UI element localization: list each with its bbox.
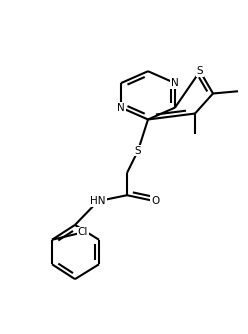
Text: S: S [197, 66, 203, 76]
Text: HN: HN [90, 196, 106, 206]
Text: O: O [151, 196, 159, 206]
Text: N: N [171, 78, 179, 88]
Text: N: N [117, 103, 125, 113]
Text: S: S [135, 146, 141, 156]
Text: Cl: Cl [78, 227, 88, 237]
